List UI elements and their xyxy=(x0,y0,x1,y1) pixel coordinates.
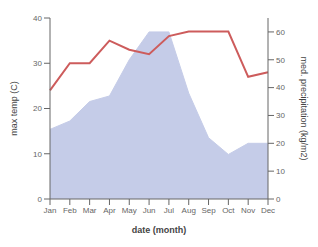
svg-text:date (month): date (month) xyxy=(132,225,187,235)
svg-text:40: 40 xyxy=(276,83,285,92)
svg-text:Sep: Sep xyxy=(201,206,216,215)
svg-text:Jun: Jun xyxy=(143,206,156,215)
svg-text:20: 20 xyxy=(33,104,42,113)
svg-text:Mar: Mar xyxy=(83,206,97,215)
svg-text:Nov: Nov xyxy=(241,206,255,215)
svg-text:40: 40 xyxy=(33,14,42,23)
svg-text:0: 0 xyxy=(276,195,281,204)
svg-text:Jul: Jul xyxy=(164,206,174,215)
svg-text:60: 60 xyxy=(276,28,285,37)
svg-text:med. precipitation (kg/m2): med. precipitation (kg/m2) xyxy=(299,56,309,160)
svg-text:Dec: Dec xyxy=(261,206,275,215)
svg-text:May: May xyxy=(122,206,137,215)
svg-text:Aug: Aug xyxy=(182,206,196,215)
svg-text:30: 30 xyxy=(276,111,285,120)
svg-text:Apr: Apr xyxy=(103,206,116,215)
svg-text:10: 10 xyxy=(276,167,285,176)
svg-text:30: 30 xyxy=(33,59,42,68)
svg-text:Jan: Jan xyxy=(44,206,57,215)
svg-text:Feb: Feb xyxy=(63,206,77,215)
svg-text:20: 20 xyxy=(276,139,285,148)
svg-text:10: 10 xyxy=(33,150,42,159)
svg-text:50: 50 xyxy=(276,56,285,65)
svg-text:0: 0 xyxy=(38,195,43,204)
svg-text:Oct: Oct xyxy=(222,206,235,215)
svg-text:max temp (C): max temp (C) xyxy=(9,81,19,136)
